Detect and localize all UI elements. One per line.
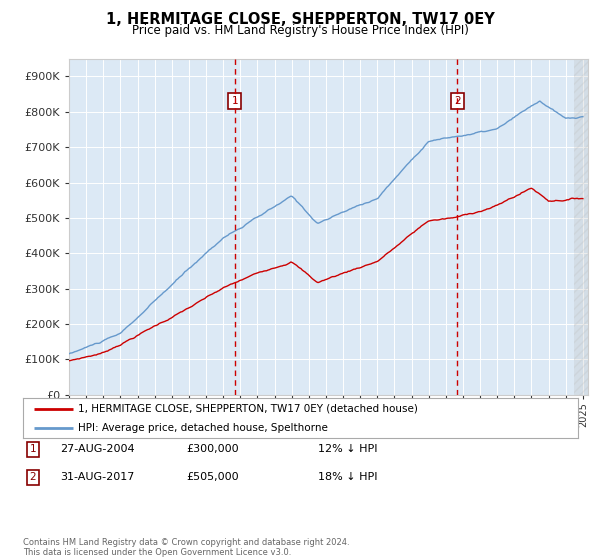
Text: £300,000: £300,000 — [186, 444, 239, 454]
Text: 1: 1 — [232, 96, 238, 106]
Text: 18% ↓ HPI: 18% ↓ HPI — [318, 472, 377, 482]
Text: 31-AUG-2017: 31-AUG-2017 — [60, 472, 134, 482]
Text: 1: 1 — [29, 444, 37, 454]
Text: 1, HERMITAGE CLOSE, SHEPPERTON, TW17 0EY: 1, HERMITAGE CLOSE, SHEPPERTON, TW17 0EY — [106, 12, 494, 27]
Text: 1, HERMITAGE CLOSE, SHEPPERTON, TW17 0EY (detached house): 1, HERMITAGE CLOSE, SHEPPERTON, TW17 0EY… — [79, 404, 418, 414]
Text: £505,000: £505,000 — [186, 472, 239, 482]
Text: 2: 2 — [29, 472, 37, 482]
Text: Contains HM Land Registry data © Crown copyright and database right 2024.
This d: Contains HM Land Registry data © Crown c… — [23, 538, 349, 557]
Bar — [574, 59, 588, 395]
Text: 27-AUG-2004: 27-AUG-2004 — [60, 444, 134, 454]
Text: Price paid vs. HM Land Registry's House Price Index (HPI): Price paid vs. HM Land Registry's House … — [131, 24, 469, 37]
Text: 2: 2 — [454, 96, 461, 106]
Text: 12% ↓ HPI: 12% ↓ HPI — [318, 444, 377, 454]
Text: HPI: Average price, detached house, Spelthorne: HPI: Average price, detached house, Spel… — [79, 423, 328, 433]
